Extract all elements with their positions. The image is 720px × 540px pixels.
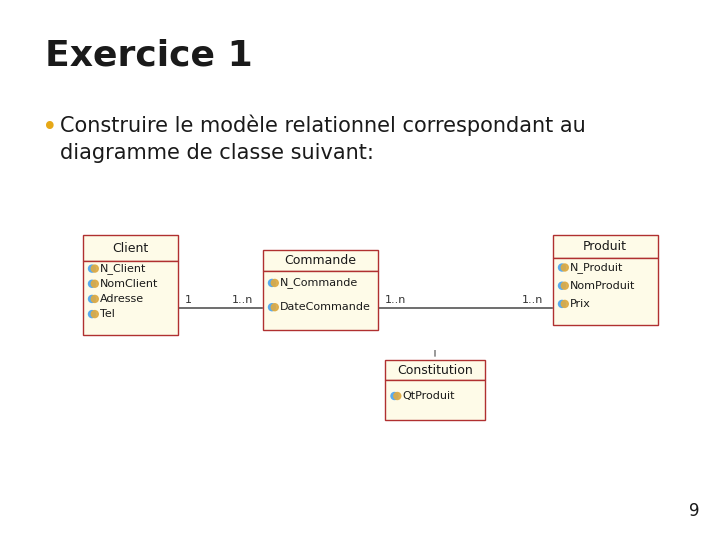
- Text: 1..n: 1..n: [232, 295, 253, 305]
- Text: N_Commande: N_Commande: [279, 278, 358, 288]
- Text: DateCommande: DateCommande: [279, 302, 371, 312]
- Circle shape: [91, 280, 99, 287]
- Text: Exercice 1: Exercice 1: [45, 38, 253, 72]
- Circle shape: [89, 265, 96, 272]
- FancyBboxPatch shape: [263, 271, 377, 330]
- Circle shape: [559, 300, 565, 307]
- FancyBboxPatch shape: [83, 235, 178, 261]
- Text: 9: 9: [690, 502, 700, 520]
- Text: Commande: Commande: [284, 254, 356, 267]
- Text: Client: Client: [112, 241, 148, 254]
- Circle shape: [559, 264, 565, 271]
- Text: •: •: [42, 115, 58, 141]
- Text: NomProduit: NomProduit: [570, 281, 635, 291]
- Text: diagramme de classe suivant:: diagramme de classe suivant:: [60, 143, 374, 163]
- Circle shape: [91, 265, 99, 272]
- Text: Produit: Produit: [583, 240, 627, 253]
- Circle shape: [271, 303, 279, 310]
- Circle shape: [91, 310, 99, 318]
- Circle shape: [559, 282, 565, 289]
- Circle shape: [269, 279, 276, 286]
- FancyBboxPatch shape: [385, 380, 485, 420]
- Text: 1: 1: [185, 295, 192, 305]
- Text: Prix: Prix: [570, 299, 590, 309]
- Text: Tel: Tel: [99, 309, 114, 319]
- Circle shape: [89, 310, 96, 318]
- FancyBboxPatch shape: [83, 261, 178, 335]
- Text: N_Produit: N_Produit: [570, 262, 623, 273]
- Text: 1..n: 1..n: [385, 295, 406, 305]
- Circle shape: [391, 393, 398, 400]
- Circle shape: [562, 264, 568, 271]
- FancyBboxPatch shape: [385, 360, 485, 380]
- Circle shape: [89, 295, 96, 302]
- Circle shape: [394, 393, 401, 400]
- Circle shape: [271, 279, 279, 286]
- FancyBboxPatch shape: [552, 235, 657, 259]
- Circle shape: [91, 295, 99, 302]
- Text: 1..n: 1..n: [521, 295, 543, 305]
- Text: Adresse: Adresse: [99, 294, 144, 304]
- Circle shape: [562, 300, 568, 307]
- Text: QtProduit: QtProduit: [402, 391, 455, 401]
- Text: Constitution: Constitution: [397, 363, 473, 376]
- Circle shape: [269, 303, 276, 310]
- Text: N_Client: N_Client: [99, 263, 146, 274]
- Circle shape: [89, 280, 96, 287]
- Circle shape: [562, 282, 568, 289]
- FancyBboxPatch shape: [552, 259, 657, 325]
- FancyBboxPatch shape: [263, 250, 377, 271]
- Text: NomClient: NomClient: [99, 279, 158, 289]
- Text: Construire le modèle relationnel correspondant au: Construire le modèle relationnel corresp…: [60, 115, 586, 137]
